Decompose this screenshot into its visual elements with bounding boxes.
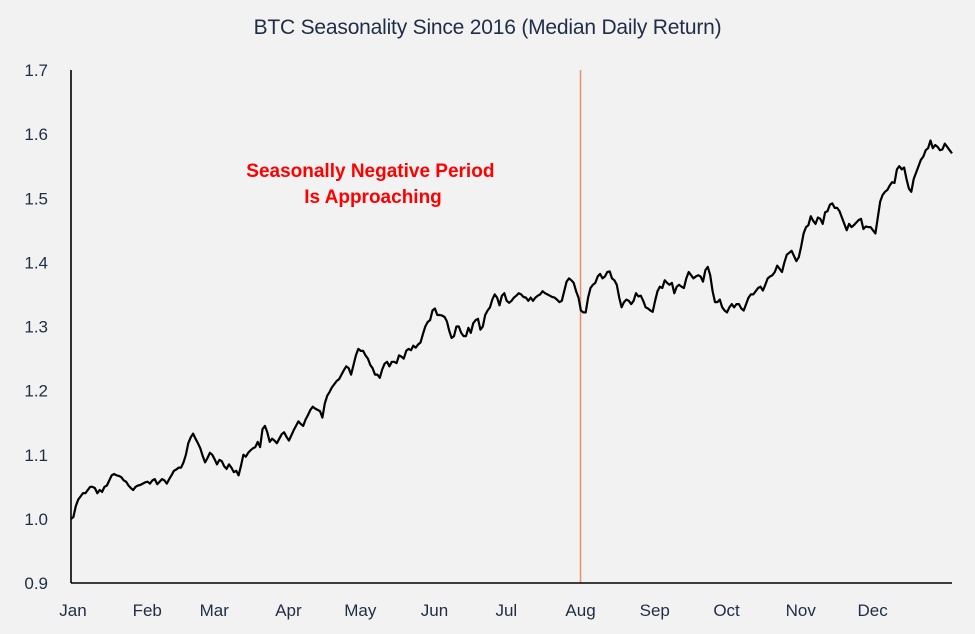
- x-tick-label: Dec: [857, 601, 888, 620]
- x-tick-label: Jun: [421, 601, 448, 620]
- x-tick-label: Nov: [786, 601, 817, 620]
- annotation-line-2: Is Approaching: [304, 187, 442, 208]
- x-axis-ticks: Jan Feb Mar Apr May Jun Jul Aug Sep Oct Nov Dec: [59, 601, 888, 620]
- x-tick-label: Feb: [133, 601, 162, 620]
- x-tick-label: May: [344, 601, 377, 620]
- y-tick-label: 1.4: [24, 253, 48, 272]
- x-tick-label: Aug: [565, 601, 595, 620]
- y-tick-label: 1.1: [24, 446, 48, 465]
- y-tick-label: 0.9: [24, 574, 48, 593]
- y-tick-label: 1.7: [24, 61, 48, 80]
- y-tick-label: 1.2: [24, 382, 48, 401]
- y-axis-ticks: 0.9 1.0 1.1 1.2 1.3 1.4 1.5 1.6 1.7: [24, 61, 48, 593]
- y-tick-label: 1.5: [24, 189, 48, 208]
- x-tick-label: Oct: [713, 601, 740, 620]
- series-line: [70, 139, 953, 520]
- x-tick-label: Apr: [275, 601, 302, 620]
- annotation-line-1: Seasonally Negative Period: [246, 161, 494, 182]
- y-tick-label: 1.0: [24, 510, 48, 529]
- chart-title: BTC Seasonality Since 2016 (Median Daily…: [253, 16, 722, 39]
- annotation-text: Seasonally Negative Period Is Approachin…: [246, 161, 499, 208]
- y-tick-label: 1.3: [24, 318, 48, 337]
- x-tick-label: Sep: [640, 601, 670, 620]
- x-tick-label: Mar: [200, 601, 230, 620]
- x-tick-label: Jul: [495, 601, 517, 620]
- y-tick-label: 1.6: [24, 125, 48, 144]
- x-tick-label: Jan: [59, 601, 86, 620]
